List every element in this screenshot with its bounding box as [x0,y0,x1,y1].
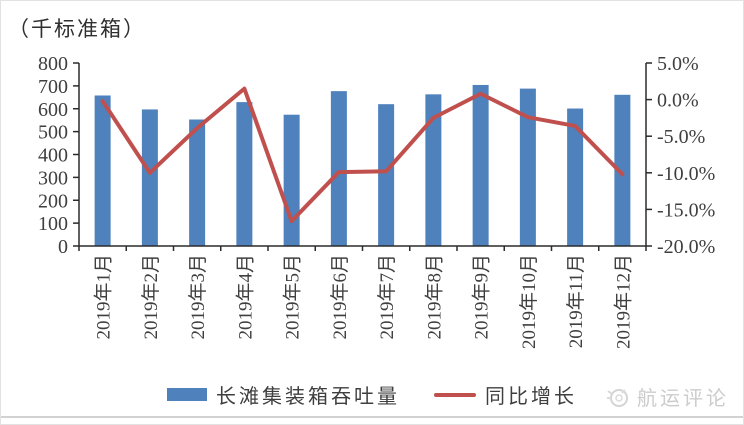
watermark-label: 航运评论 [637,388,729,410]
x-category-label: 2019年4月 [234,254,256,340]
x-category-label: 2019年7月 [376,254,398,340]
shipping-review-logo-icon [605,384,631,410]
left-tick-label: 100 [38,213,68,235]
right-tick-label: -5.0% [657,126,705,148]
bar-month-1 [94,95,111,246]
right-tick-label: -15.0% [657,199,715,221]
right-tick-label: -10.0% [657,163,715,185]
bar-month-6 [330,91,347,246]
x-category-label: 2019年6月 [329,254,351,340]
bar-month-2 [141,109,158,246]
x-category-label: 2019年12月 [612,254,634,349]
axis-unit-label: （千标准箱） [8,17,146,41]
watermark: 航运评论 [605,382,729,411]
legend-bar-swatch [167,388,207,401]
right-tick-label: 5.0% [657,53,699,75]
bar-month-7 [378,104,395,246]
left-tick-label: 700 [38,76,68,98]
bar-month-5 [283,114,300,246]
left-tick-label: 600 [38,99,68,121]
left-tick-label: 800 [38,53,68,75]
x-category-label: 2019年10月 [518,254,540,349]
legend-item-growth: 同比增长 [434,380,577,409]
bar-month-12 [614,94,631,246]
bar-month-8 [425,94,442,247]
bar-month-11 [567,108,584,247]
bar-month-9 [472,84,489,247]
x-category-label: 2019年11月 [565,254,587,348]
bar-month-10 [519,88,536,247]
left-tick-label: 0 [58,236,68,258]
x-category-label: 2019年8月 [423,254,445,340]
growth-line [100,86,625,224]
x-category-label: 2019年2月 [140,254,162,340]
legend-item-label: 长滩集装箱吞吐量 [216,386,400,408]
x-category-label: 2019年1月 [93,254,115,340]
legend: 长滩集装箱吞吐量 同比增长 [1,380,743,409]
x-category-label: 2019年9月 [471,254,493,340]
left-tick-label: 200 [38,190,68,212]
legend-line-swatch [434,392,476,397]
left-tick-label: 500 [38,122,68,144]
x-category-label: 2019年3月 [187,254,209,340]
right-tick-label: -20.0% [657,236,715,258]
bar-month-3 [189,119,206,246]
left-tick-label: 300 [38,167,68,189]
x-category-label: 2019年5月 [282,254,304,340]
bar-month-4 [236,102,253,247]
right-tick-label: 0.0% [657,90,699,112]
legend-item-label: 同比增长 [485,386,577,408]
legend-item-throughput: 长滩集装箱吞吐量 [167,380,400,409]
left-tick-label: 400 [38,145,68,167]
